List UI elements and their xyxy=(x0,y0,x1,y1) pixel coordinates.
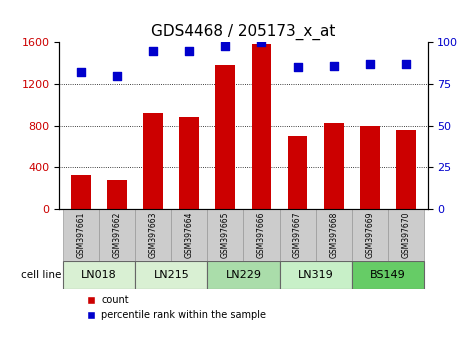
FancyBboxPatch shape xyxy=(63,261,135,289)
FancyBboxPatch shape xyxy=(279,209,315,261)
Text: GSM397669: GSM397669 xyxy=(365,211,374,258)
FancyBboxPatch shape xyxy=(208,261,279,289)
Point xyxy=(114,73,121,79)
FancyBboxPatch shape xyxy=(279,261,352,289)
Bar xyxy=(396,130,416,209)
Text: LN319: LN319 xyxy=(298,270,333,280)
Text: GSM397668: GSM397668 xyxy=(329,211,338,258)
Bar xyxy=(71,175,91,209)
Bar xyxy=(180,117,199,209)
Bar xyxy=(107,179,127,209)
Bar xyxy=(252,44,271,209)
FancyBboxPatch shape xyxy=(208,209,244,261)
Point xyxy=(150,48,157,53)
Bar xyxy=(360,126,380,209)
Text: GSM397663: GSM397663 xyxy=(149,211,158,258)
Text: cell line: cell line xyxy=(21,270,61,280)
Title: GDS4468 / 205173_x_at: GDS4468 / 205173_x_at xyxy=(151,23,336,40)
Point xyxy=(330,63,337,69)
Text: GSM397665: GSM397665 xyxy=(221,211,230,258)
Bar xyxy=(288,136,307,209)
Point xyxy=(366,61,373,67)
FancyBboxPatch shape xyxy=(244,209,279,261)
Text: GSM397661: GSM397661 xyxy=(76,211,86,258)
FancyBboxPatch shape xyxy=(99,209,135,261)
FancyBboxPatch shape xyxy=(388,209,424,261)
Text: LN229: LN229 xyxy=(226,270,261,280)
FancyBboxPatch shape xyxy=(135,209,171,261)
Point xyxy=(186,48,193,53)
FancyBboxPatch shape xyxy=(171,209,208,261)
Bar xyxy=(143,113,163,209)
Text: GSM397670: GSM397670 xyxy=(401,211,410,258)
Bar xyxy=(324,124,343,209)
Point xyxy=(257,40,265,45)
Text: LN018: LN018 xyxy=(81,270,117,280)
FancyBboxPatch shape xyxy=(352,261,424,289)
FancyBboxPatch shape xyxy=(135,261,208,289)
Text: GSM397664: GSM397664 xyxy=(185,211,194,258)
Text: GSM397666: GSM397666 xyxy=(257,211,266,258)
Text: GSM397667: GSM397667 xyxy=(293,211,302,258)
Text: LN215: LN215 xyxy=(153,270,189,280)
Text: BS149: BS149 xyxy=(370,270,406,280)
FancyBboxPatch shape xyxy=(352,209,388,261)
Text: GSM397662: GSM397662 xyxy=(113,211,122,258)
Bar xyxy=(216,65,235,209)
Point xyxy=(77,69,85,75)
FancyBboxPatch shape xyxy=(63,209,99,261)
Point xyxy=(294,64,301,70)
FancyBboxPatch shape xyxy=(315,209,352,261)
Legend: count, percentile rank within the sample: count, percentile rank within the sample xyxy=(83,291,270,324)
Point xyxy=(222,43,229,48)
Point xyxy=(402,61,409,67)
